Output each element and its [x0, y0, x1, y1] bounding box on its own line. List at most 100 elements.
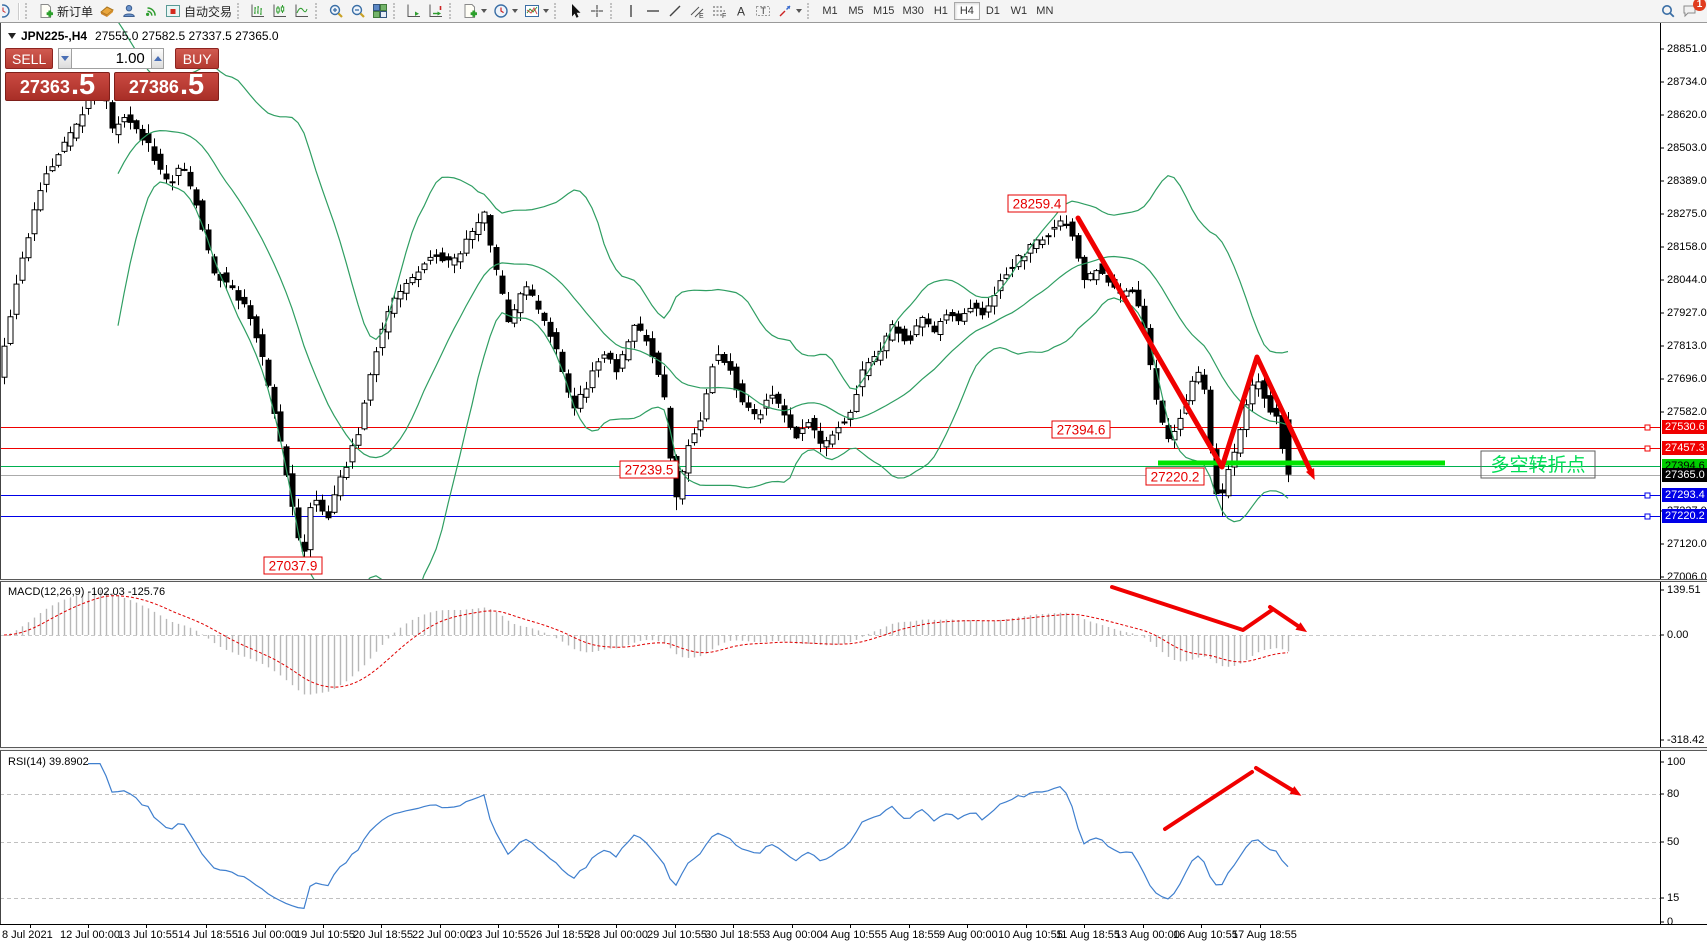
- horizontal-line-icon: [647, 10, 660, 12]
- time-tick: [265, 925, 266, 928]
- chart-shift-button[interactable]: [425, 1, 447, 21]
- timeframe-W1[interactable]: W1: [1006, 2, 1032, 20]
- svg-text:27530.6: 27530.6: [1665, 421, 1705, 433]
- toolbar-grip: [25, 3, 31, 19]
- macd-pane-canvas[interactable]: 139.51 0.00 -318.42: [0, 582, 1707, 747]
- timeframe-M30[interactable]: M30: [898, 2, 927, 20]
- price-label[interactable]: 27220.2: [1145, 467, 1205, 486]
- arrows-tool-button[interactable]: [774, 1, 805, 21]
- clock-icon: [494, 4, 508, 18]
- time-tick: [1084, 925, 1085, 928]
- candlestick-chart-button[interactable]: [269, 1, 291, 21]
- time-tick: [1260, 925, 1261, 928]
- toolbar-grip: [315, 3, 321, 19]
- price-label[interactable]: 28259.4: [1007, 194, 1067, 213]
- price-label[interactable]: 27239.5: [619, 460, 679, 479]
- trend-arrow-macd-2[interactable]: [1268, 605, 1308, 633]
- clipped-chart-button[interactable]: [1, 1, 14, 21]
- zoom-in-button[interactable]: [325, 1, 347, 21]
- notifications-button[interactable]: 1: [1679, 0, 1706, 21]
- toolbar-right-group: 1: [1657, 0, 1706, 21]
- time-label: 20 Jul 18:55: [353, 929, 413, 941]
- vertical-line-icon: [630, 5, 632, 17]
- macd-header: MACD(12,26,9) -102.03 -125.76: [8, 586, 166, 598]
- volume-input[interactable]: [71, 48, 151, 69]
- main-chart-canvas[interactable]: 28259.4 27394.6 27239.5 27220.2 27037.9 多空转折点…: [0, 23, 1707, 579]
- separator: [18, 2, 19, 20]
- zoom-out-button[interactable]: [347, 1, 369, 21]
- svg-text:27220.2: 27220.2: [1151, 470, 1200, 485]
- sell-price[interactable]: 27363.5: [5, 71, 110, 101]
- equidistant-channel-icon: E: [690, 6, 704, 19]
- profile-icon: [123, 4, 135, 17]
- timeframe-H1[interactable]: H1: [928, 2, 954, 20]
- horizontal-line[interactable]: [0, 513, 1660, 520]
- horizontal-line[interactable]: [0, 492, 1660, 499]
- horizontal-line-tool-button[interactable]: [642, 1, 664, 21]
- buy-price[interactable]: 27386.5: [114, 71, 219, 101]
- autotrading-button[interactable]: 自动交易: [162, 1, 235, 21]
- timeframe-M15[interactable]: M15: [869, 2, 898, 20]
- horizontal-line[interactable]: [0, 424, 1660, 431]
- trend-arrow-rsi-2[interactable]: [1254, 766, 1302, 796]
- channel-tool-button[interactable]: E: [686, 1, 708, 21]
- label-tool-button[interactable]: T: [752, 1, 774, 21]
- price-tick: 28275.0: [1667, 208, 1707, 220]
- rsi-axis-tick: 80: [1667, 788, 1679, 800]
- market-watch-button[interactable]: [96, 1, 118, 21]
- templates-button[interactable]: [521, 1, 552, 21]
- arrows-tool-icon: [779, 5, 791, 17]
- bar-chart-button[interactable]: [247, 1, 269, 21]
- timeframe-group: M1 M5 M15 M30 H1 H4 D1 W1 MN: [817, 2, 1058, 20]
- price-label[interactable]: 27037.9: [263, 556, 323, 575]
- profile-button[interactable]: [118, 1, 140, 21]
- rsi-pane-canvas[interactable]: 100 80 50 15 0: [0, 751, 1707, 924]
- time-tick: [498, 925, 499, 928]
- annotation-label[interactable]: 多空转折点: [1480, 450, 1596, 479]
- trend-arrow-main[interactable]: [1075, 215, 1315, 480]
- search-button[interactable]: [1657, 1, 1679, 21]
- price-tick: 27927.0: [1667, 307, 1707, 319]
- trendline-tool-button[interactable]: [664, 1, 686, 21]
- price-tick: 27582.0: [1667, 406, 1707, 418]
- price-tick: 28620.0: [1667, 109, 1707, 121]
- price-tick: 28044.0: [1667, 274, 1707, 286]
- volume-decrease-button[interactable]: [58, 48, 72, 69]
- pane-splitter[interactable]: [0, 747, 1707, 751]
- svg-text:28259.4: 28259.4: [1013, 197, 1062, 212]
- rsi-axis-tick: 15: [1667, 892, 1679, 904]
- line-chart-button[interactable]: [291, 1, 313, 21]
- trend-arrow-macd[interactable]: [1110, 585, 1274, 632]
- buy-button[interactable]: BUY: [175, 48, 220, 69]
- volume-increase-button[interactable]: [150, 48, 165, 69]
- time-tick: [381, 925, 382, 928]
- periods-button[interactable]: [490, 1, 521, 21]
- fibonacci-tool-button[interactable]: F: [708, 1, 730, 21]
- cursor-button[interactable]: [564, 1, 586, 21]
- time-label: 28 Jul 00:00: [588, 929, 648, 941]
- vertical-line-tool-button[interactable]: [620, 1, 642, 21]
- price-tick: 28851.0: [1667, 43, 1707, 55]
- new-order-button[interactable]: 新订单: [35, 1, 96, 21]
- text-tool-button[interactable]: A: [730, 1, 752, 21]
- sell-button[interactable]: SELL: [5, 48, 54, 69]
- price-label[interactable]: 27394.6: [1051, 420, 1111, 439]
- signals-button[interactable]: [140, 1, 162, 21]
- crosshair-button[interactable]: [586, 1, 608, 21]
- cursor-icon: [572, 4, 581, 18]
- new-order-icon: [40, 4, 53, 18]
- auto-scroll-button[interactable]: [403, 1, 425, 21]
- pane-splitter[interactable]: [0, 579, 1707, 582]
- toolbar-grip: [610, 3, 616, 19]
- trend-arrow-rsi[interactable]: [1163, 770, 1254, 831]
- timeframe-D1[interactable]: D1: [980, 2, 1006, 20]
- tile-windows-button[interactable]: [369, 1, 391, 21]
- timeframe-M5[interactable]: M5: [843, 2, 869, 20]
- macd-axis-tick: 139.51: [1667, 584, 1701, 596]
- timeframe-MN[interactable]: MN: [1032, 2, 1058, 20]
- timeframe-H4[interactable]: H4: [953, 2, 980, 20]
- notification-badge: 1: [1693, 0, 1706, 11]
- add-indicator-button[interactable]: [459, 1, 490, 21]
- horizontal-line[interactable]: [0, 445, 1660, 452]
- timeframe-M1[interactable]: M1: [817, 2, 843, 20]
